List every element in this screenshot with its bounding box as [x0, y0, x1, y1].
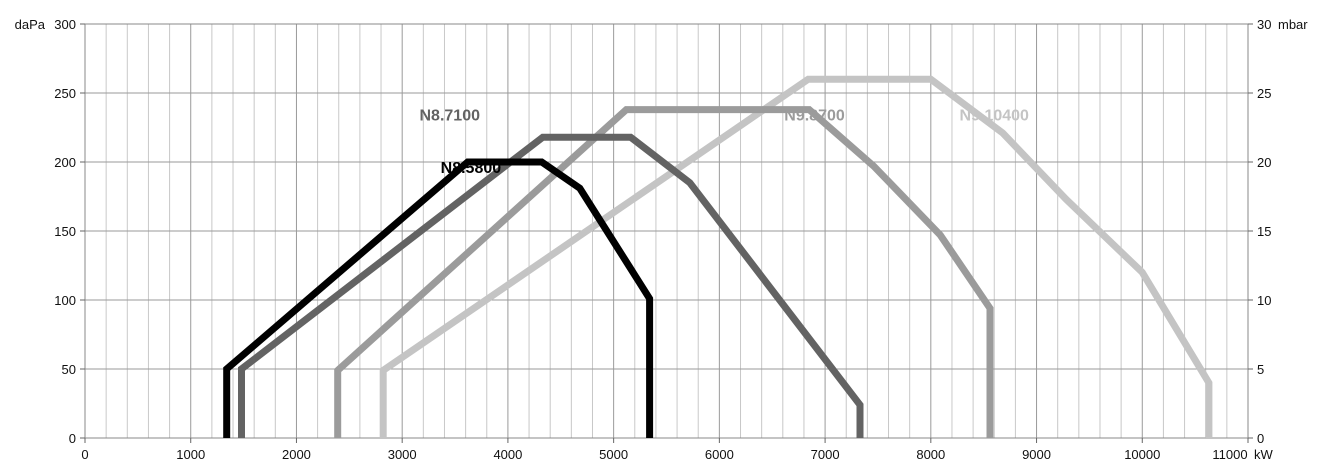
right-y-tick-label: 0 — [1257, 431, 1264, 446]
right-y-tick-label: 25 — [1257, 86, 1271, 101]
series-label-n9-10400: N9.10400 — [960, 108, 1029, 125]
right-y-tick-label: 30 — [1257, 17, 1271, 32]
x-tick-label: 5000 — [599, 447, 628, 462]
left-y-tick-label: 200 — [54, 155, 76, 170]
series-label-n8-5800: N8.5800 — [441, 160, 502, 177]
x-tick-label: 10000 — [1124, 447, 1160, 462]
right-y-unit-label: mbar — [1278, 17, 1308, 32]
x-tick-label: 4000 — [493, 447, 522, 462]
x-tick-label: 1000 — [176, 447, 205, 462]
x-tick-label: 6000 — [705, 447, 734, 462]
left-y-tick-label: 300 — [54, 17, 76, 32]
right-y-axis-ticks: 0 5 10 15 20 25 30 mbar — [1248, 17, 1308, 446]
left-y-axis-ticks: 0 50 100 150 200 250 300 daPa — [15, 17, 85, 446]
x-tick-label: 9000 — [1022, 447, 1051, 462]
left-y-tick-label: 100 — [54, 293, 76, 308]
left-y-tick-label: 0 — [69, 431, 76, 446]
right-y-tick-label: 20 — [1257, 155, 1271, 170]
major-gridlines — [85, 24, 1248, 438]
right-y-tick-label: 15 — [1257, 224, 1271, 239]
series-label-n8-7100: N8.7100 — [420, 108, 481, 125]
left-y-tick-label: 150 — [54, 224, 76, 239]
series-labels: N8.5800 N8.7100 N9.8700 N9.10400 — [420, 108, 1030, 177]
left-y-tick-label: 50 — [62, 362, 76, 377]
left-y-tick-label: 250 — [54, 86, 76, 101]
right-y-tick-label: 5 — [1257, 362, 1264, 377]
x-tick-label: 8000 — [916, 447, 945, 462]
x-tick-label: 3000 — [388, 447, 417, 462]
x-tick-label: 11000 — [1212, 447, 1247, 462]
series-line-n8-5800 — [223, 158, 654, 438]
series-line-n8-7100 — [238, 133, 864, 438]
series-line-n9-8700 — [334, 106, 994, 438]
right-y-tick-label: 10 — [1257, 293, 1271, 308]
x-tick-label: 2000 — [282, 447, 311, 462]
series-label-n9-8700: N9.8700 — [784, 108, 845, 125]
series-line-n9-10400 — [379, 75, 1213, 438]
x-tick-label: 0 — [81, 447, 88, 462]
x-tick-label: 7000 — [811, 447, 840, 462]
x-axis-ticks: 0 1000 2000 3000 4000 5000 6000 7000 8000 9000 100… — [81, 438, 1274, 462]
series-lines — [223, 75, 1213, 438]
x-unit-label: kW — [1254, 447, 1274, 462]
left-y-unit-label: daPa — [15, 17, 46, 32]
